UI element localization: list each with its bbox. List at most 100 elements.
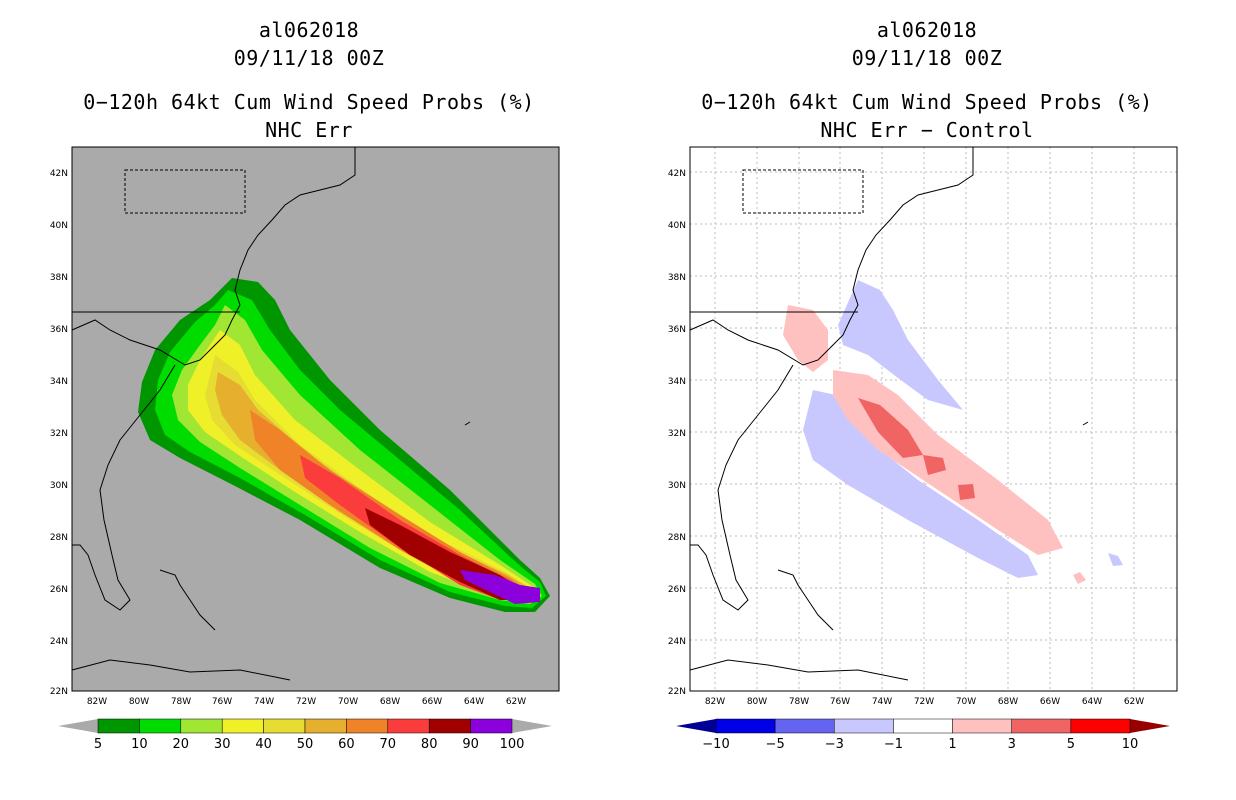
colorbar-end-right: [1130, 719, 1170, 733]
contour-neg-1: [803, 390, 1038, 578]
lon-label: 70W: [956, 697, 976, 707]
colorbar-swatch: [715, 718, 776, 734]
lon-label: 62W: [506, 697, 526, 707]
lon-label: 74W: [872, 697, 892, 707]
colorbar-label: 20: [173, 737, 190, 752]
colorbar-label: 10: [1122, 737, 1139, 752]
colorbar-swatch: [346, 718, 389, 734]
colorbar-label: 10: [131, 737, 148, 752]
lat-label: 24N: [668, 637, 686, 647]
lon-label: 76W: [830, 697, 850, 707]
colorbar-label: 1: [948, 737, 956, 752]
colorbar-swatch: [97, 718, 140, 734]
lon-axis: 82W 80W 78W 76W 74W 72W 70W 68W 66W 64W …: [87, 697, 526, 707]
lon-label: 68W: [998, 697, 1018, 707]
colorbar-label: 60: [338, 737, 355, 752]
colorbar-swatch: [180, 718, 223, 734]
colorbar-swatch: [470, 718, 513, 734]
lat-label: 34N: [668, 377, 686, 387]
lat-axis: 42N 40N 38N 36N 34N 32N 30N 28N 26N 24N …: [50, 169, 68, 697]
map-svg: 42N 40N 38N 36N 34N 32N 30N 28N 26N 24N …: [50, 146, 560, 752]
lon-label: 62W: [1124, 697, 1144, 707]
contour-20: [172, 305, 542, 604]
lat-label: 40N: [50, 221, 68, 231]
colorbar-label: −5: [766, 737, 785, 752]
colorbar-swatch: [952, 718, 1012, 734]
colorbar-label: 80: [421, 737, 438, 752]
map-frame: [689, 146, 1178, 692]
lon-label: 74W: [254, 697, 274, 707]
colorbar-end-left: [676, 719, 716, 733]
lon-label: 80W: [747, 697, 767, 707]
storm-id: al062018: [876, 18, 978, 42]
product-title: 0−120h 64kt Cum Wind Speed Probs (%): [701, 90, 1153, 114]
colorbar-label: 100: [500, 737, 525, 752]
contour-pos-3: [958, 484, 975, 500]
colorbar-end-left: [58, 719, 98, 733]
contour-pos-1: [783, 305, 828, 372]
lat-label: 22N: [668, 687, 686, 697]
colorbar: 5 10 20 30 40 50 60 70 80 90 100: [58, 718, 552, 752]
lon-label: 68W: [380, 697, 400, 707]
colorbar-swatch: [893, 718, 953, 734]
lat-label: 26N: [50, 585, 68, 595]
colorbar-swatch: [428, 718, 471, 734]
colorbar-swatch: [387, 718, 430, 734]
colorbar-label: 3: [1008, 737, 1016, 752]
colorbar-label: 5: [94, 737, 102, 752]
colorbar-swatch: [221, 718, 264, 734]
colorbar-label: −10: [702, 737, 729, 752]
colorbar: −10 −5 −3 −1 1 3 5 10: [676, 718, 1170, 752]
left-panel: al062018 09/11/18 00Z 0−120h 64kt Cum Wi…: [50, 18, 560, 752]
lat-label: 30N: [668, 481, 686, 491]
lon-label: 72W: [914, 697, 934, 707]
colorbar-label: 40: [255, 737, 272, 752]
probability-contours: [138, 278, 550, 612]
date-time: 09/11/18 00Z: [851, 46, 1003, 70]
subtitle: NHC Err − Control: [820, 118, 1034, 142]
lon-label: 64W: [1082, 697, 1102, 707]
lon-label: 82W: [705, 697, 725, 707]
lat-label: 36N: [50, 325, 68, 335]
colorbar-label: −3: [825, 737, 844, 752]
lat-label: 28N: [668, 533, 686, 543]
lon-label: 78W: [171, 697, 191, 707]
colorbar-swatch: [139, 718, 182, 734]
lat-label: 42N: [50, 169, 68, 179]
lon-label: 72W: [296, 697, 316, 707]
lat-label: 26N: [668, 585, 686, 595]
contour-neg-1: [838, 280, 963, 410]
colorbar-swatch: [774, 718, 835, 734]
lat-label: 32N: [668, 429, 686, 439]
colorbar-swatch: [304, 718, 347, 734]
lat-label: 24N: [50, 637, 68, 647]
lat-axis: 42N 40N 38N 36N 34N 32N 30N 28N 26N 24N …: [668, 169, 686, 697]
contour-pos-1: [1073, 572, 1086, 584]
lon-label: 82W: [87, 697, 107, 707]
product-title: 0−120h 64kt Cum Wind Speed Probs (%): [83, 90, 535, 114]
colorbar-label: −1: [884, 737, 903, 752]
colorbar-label: 50: [297, 737, 314, 752]
right-panel: al062018 09/11/18 00Z 0−120h 64kt Cum Wi…: [618, 0, 1236, 800]
colorbar-end-right: [512, 719, 552, 733]
contour-neg-1: [1108, 553, 1123, 566]
lat-label: 30N: [50, 481, 68, 491]
lon-axis: 82W 80W 78W 76W 74W 72W 70W 68W 66W 64W …: [705, 697, 1144, 707]
lon-label: 64W: [464, 697, 484, 707]
map-background: [690, 147, 1177, 691]
subtitle: NHC Err: [265, 118, 353, 142]
map-svg: 42N 40N 38N 36N 34N 32N 30N 28N 26N 24N …: [668, 146, 1178, 752]
date-time: 09/11/18 00Z: [233, 46, 385, 70]
colorbar-label: 70: [380, 737, 397, 752]
lat-label: 22N: [50, 687, 68, 697]
contour-pos-3: [858, 398, 923, 458]
colorbar-swatch: [1011, 718, 1072, 734]
lat-label: 40N: [668, 221, 686, 231]
coastlines: [689, 147, 1089, 681]
lon-label: 76W: [212, 697, 232, 707]
colorbar-swatch: [263, 718, 306, 734]
lon-label: 66W: [422, 697, 442, 707]
colorbar-label: 30: [214, 737, 231, 752]
lat-label: 36N: [668, 325, 686, 335]
lat-label: 28N: [50, 533, 68, 543]
